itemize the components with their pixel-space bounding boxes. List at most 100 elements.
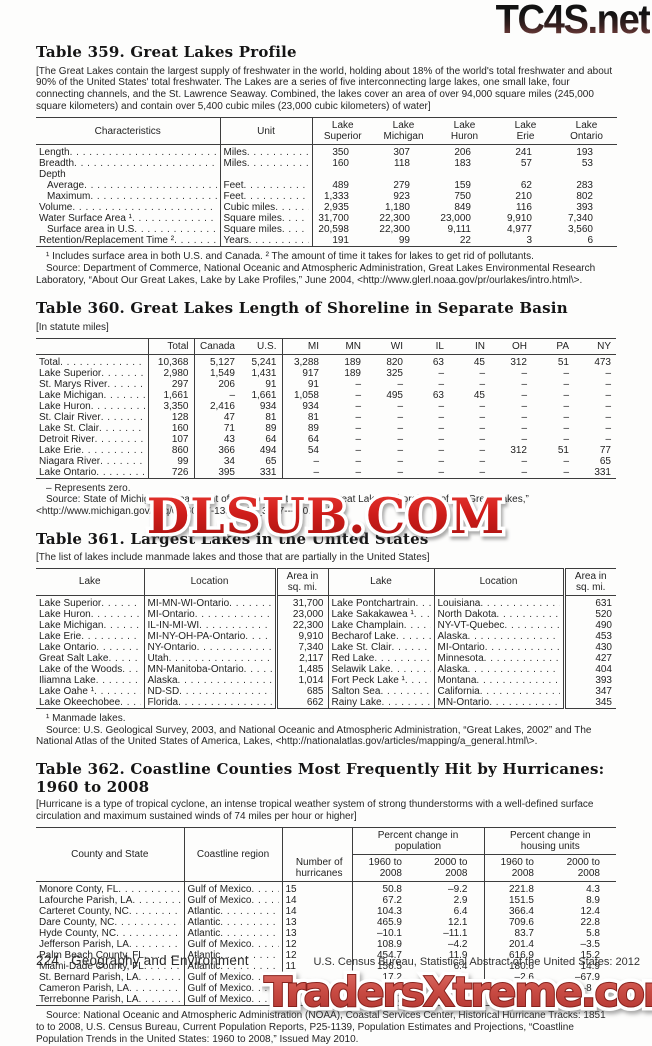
table-row: Lake St. Clair. . . . . . . . . . . . . …	[36, 422, 616, 434]
table-row: Maximum. . . . . . . . . . . . . . . . .…	[36, 191, 617, 203]
column-header: Lake Michigan	[373, 117, 434, 146]
leader: Average. . . . . . . . . . . . . . . . .…	[39, 180, 217, 191]
leader: Lake Superior. . . . . . . . . . . . . .…	[39, 598, 141, 609]
row-label: Average. . . . . . . . . . . . . . . . .…	[36, 180, 220, 191]
label-text: Feet	[223, 191, 244, 203]
unit-cell: Cubic miles. . . . . . . . . . . . . . .…	[219, 202, 312, 214]
location-cell: Florida. . . . . . . . . . . . . . . . .…	[143, 696, 276, 709]
leader: Minnesota. . . . . . . . . . . . . . . .…	[438, 653, 560, 664]
county-cell: Jefferson Parish, LA. . . . . . . . . . …	[36, 939, 184, 950]
header-line: sq. mi.	[287, 581, 318, 593]
value-cell: 51	[557, 444, 569, 456]
value-cell: 279	[393, 180, 410, 192]
value-cell: 22.8	[580, 917, 600, 929]
label-text: Volume	[39, 202, 73, 214]
value-cell: –	[355, 378, 361, 390]
label-text: Atlantic	[187, 917, 221, 929]
dot-leader: . . . . . . . . . . . . . . . . . . . . …	[128, 939, 181, 951]
value-cell: 210	[515, 191, 532, 203]
dot-leader: . . . . . . . . . . . . . . . . . . . . …	[467, 630, 560, 642]
dot-leader: . . . . . . . . . . . . . . . . . . . . …	[467, 663, 560, 675]
value-cell: 1,549	[193, 367, 240, 379]
leader: Hyde County, NC. . . . . . . . . . . . .…	[39, 928, 181, 939]
label-text: St. Bernard Parish, LA	[39, 972, 139, 984]
header-row: County and State Coastline region Number o…	[36, 827, 616, 883]
leader: Atlantic. . . . . . . . . . . . . . . . …	[188, 917, 279, 928]
label-text: Miles	[223, 158, 247, 170]
value-cell: –	[521, 389, 527, 401]
column-header: Unit	[219, 117, 312, 146]
area-cell: 1,485	[274, 663, 328, 675]
header-line: 2000 to	[434, 857, 468, 869]
header-line: Huron	[450, 131, 479, 143]
dot-leader: . . . . . . . . . . . . . . . . . . . . …	[220, 917, 278, 929]
leader: Niagara River. . . . . . . . . . . . . .…	[39, 456, 145, 467]
area-cell: 345	[562, 696, 616, 709]
value-cell: 934	[281, 400, 324, 412]
value-cell: 91	[281, 378, 324, 390]
label-text: Surface area in U.S	[47, 224, 135, 236]
page-number: 224	[36, 953, 60, 968]
leader: Miles. . . . . . . . . . . . . . . . . .…	[224, 158, 309, 169]
dot-leader: . . . . . . . . . . . . . . . . . . . . …	[479, 685, 560, 697]
value-cell: 934	[259, 400, 277, 412]
label-text: Gulf of Mexico	[187, 884, 252, 896]
unit-cell: Square miles. . . . . . . . . . . . . . …	[219, 213, 312, 225]
value-cell: 91	[265, 378, 277, 390]
table-359-section: Table 359. Great Lakes Profile [The Grea…	[36, 43, 617, 286]
value-cell: 709.6	[483, 917, 550, 929]
value-cell: 1,661	[251, 389, 277, 401]
area-cell: 31,700	[274, 595, 328, 609]
label-text: Gulf of Mexico	[187, 939, 252, 951]
dot-leader: . . . . . . . . . . . . . . . . . . . . …	[94, 433, 145, 445]
dot-leader: . . . . . . . . . . . . . . . . . . . . …	[177, 674, 272, 686]
dot-leader: . . . . . . . . . . . . . . . . . . . . …	[100, 411, 145, 423]
value-cell: 1,058	[281, 389, 324, 401]
value-cell: 108.9	[351, 939, 418, 951]
column-header: U.S.	[240, 338, 282, 355]
dot-leader: . . . . . . . . . . . . . . . . . . . . …	[96, 466, 144, 478]
value-cell: –	[397, 378, 403, 390]
label-text: Salton Sea	[331, 685, 381, 697]
value-cell: –	[605, 378, 611, 390]
dot-leader: . . . . . . . . . . . . . . . . . . . . …	[118, 884, 181, 896]
leader: Lake Erie. . . . . . . . . . . . . . . .…	[39, 445, 145, 456]
label-text: Lake Superior	[39, 367, 102, 379]
label-text: Atlantic	[187, 928, 221, 940]
label-text: Florida	[147, 696, 179, 708]
column-header: Lake Erie	[495, 117, 556, 146]
value-cell: –	[521, 466, 527, 478]
column-subheader: 2000 to 2008	[418, 854, 484, 883]
row-label: Detroit River. . . . . . . . . . . . . .…	[36, 434, 148, 445]
dot-leader: . . . . . . . . . . . . . . . . . . . . …	[281, 224, 309, 236]
value-cell: 6.4	[453, 906, 468, 918]
value-cell: 53	[581, 158, 593, 170]
header-row: Total Canada U.S. MI MN WI IL IN OH PA NY	[36, 338, 616, 355]
location-cell: California. . . . . . . . . . . . . . . …	[433, 685, 564, 697]
label-text: Miles	[223, 147, 247, 159]
leader: Great Salt Lake. . . . . . . . . . . . .…	[39, 653, 141, 664]
value-cell: –	[605, 367, 611, 379]
value-cell: –	[355, 389, 361, 401]
row-label: Retention/Replacement Time ². . . . . . …	[36, 235, 220, 247]
value-cell: –	[563, 433, 569, 445]
value-cell: 78.7	[351, 994, 418, 1006]
table-row: Hyde County, NC. . . . . . . . . . . . .…	[36, 928, 616, 940]
value-cell: 151.5	[483, 895, 550, 907]
value-cell: 62	[520, 180, 532, 192]
dot-leader: . . . . . . . . . . . . . . . . . . . . …	[60, 356, 144, 368]
row-label: Total. . . . . . . . . . . . . . . . . .…	[36, 354, 148, 368]
value-cell: –	[563, 400, 569, 412]
value-cell: 183	[454, 158, 471, 170]
footer-left: 224 Geography and Environment	[36, 953, 249, 968]
group-header-housing: Percent change in housing units	[483, 827, 616, 856]
label-text: California	[437, 685, 480, 697]
location-cell: Alaska. . . . . . . . . . . . . . . . . …	[433, 630, 564, 642]
value-cell: 312	[510, 356, 527, 368]
value-cell: 64	[281, 433, 324, 445]
label-text: Years	[223, 235, 249, 247]
header-line: Lake	[370, 576, 392, 588]
value-cell: 6.4	[453, 961, 468, 973]
location-cell: Alaska. . . . . . . . . . . . . . . . . …	[433, 663, 564, 675]
leader: St. Bernard Parish, LA. . . . . . . . . …	[39, 972, 181, 983]
